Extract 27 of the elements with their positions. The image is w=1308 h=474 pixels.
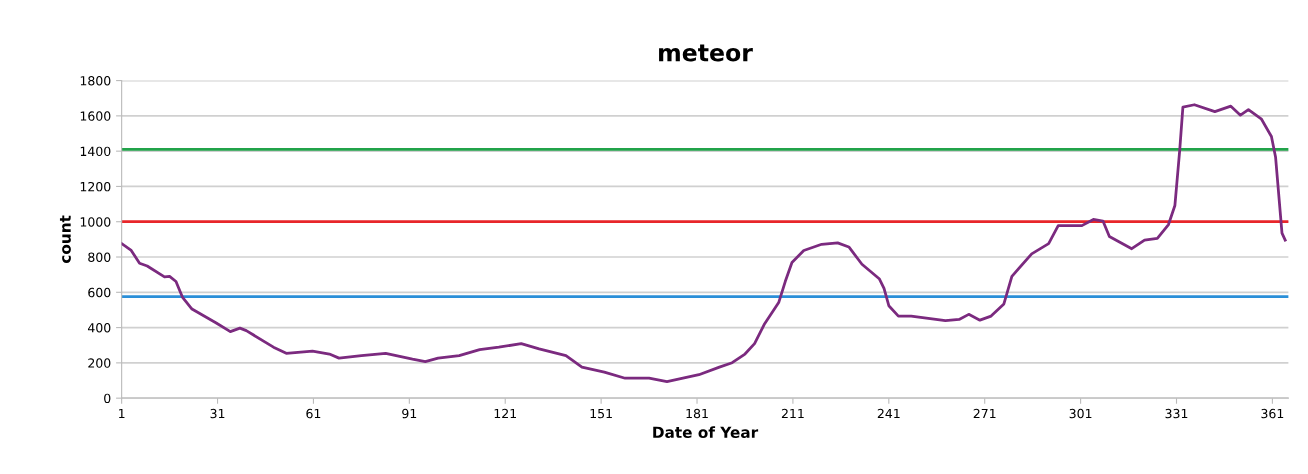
x-tick-label: 181 [686,408,708,419]
y-tick-label: 200 [88,358,111,368]
y-tick-label: 0 [104,393,111,404]
x-tick-label: 241 [877,408,900,419]
y-tick-label: 1200 [80,181,111,192]
x-tick-label: 361 [1261,408,1284,419]
x-tick-label: 301 [1069,408,1092,419]
x-tick-label: 61 [306,408,321,419]
y-tick-label: 1400 [80,146,111,157]
x-tick-label: 31 [210,408,225,419]
y-tick-label: 400 [87,323,111,333]
y-tick-label: 1600 [80,111,111,121]
chart-title: meteor [659,44,753,62]
x-tick-label: 151 [590,408,612,419]
x-tick-label: 91 [402,408,417,419]
x-tick-label: 211 [781,408,804,419]
y-tick-label: 800 [88,252,111,262]
x-tick-label: 331 [1165,408,1188,419]
y-tick-label: 1000 [80,217,111,227]
x-tick-label: 1 [119,408,125,419]
x-axis-title: Date of Year [653,426,759,439]
y-tick-label: 1800 [80,76,111,86]
y-tick-label: 600 [88,287,111,298]
x-tick-label: 121 [494,408,516,419]
y-axis-title: count [59,215,71,264]
x-tick-label: 271 [973,408,996,419]
line-series [121,103,1287,383]
